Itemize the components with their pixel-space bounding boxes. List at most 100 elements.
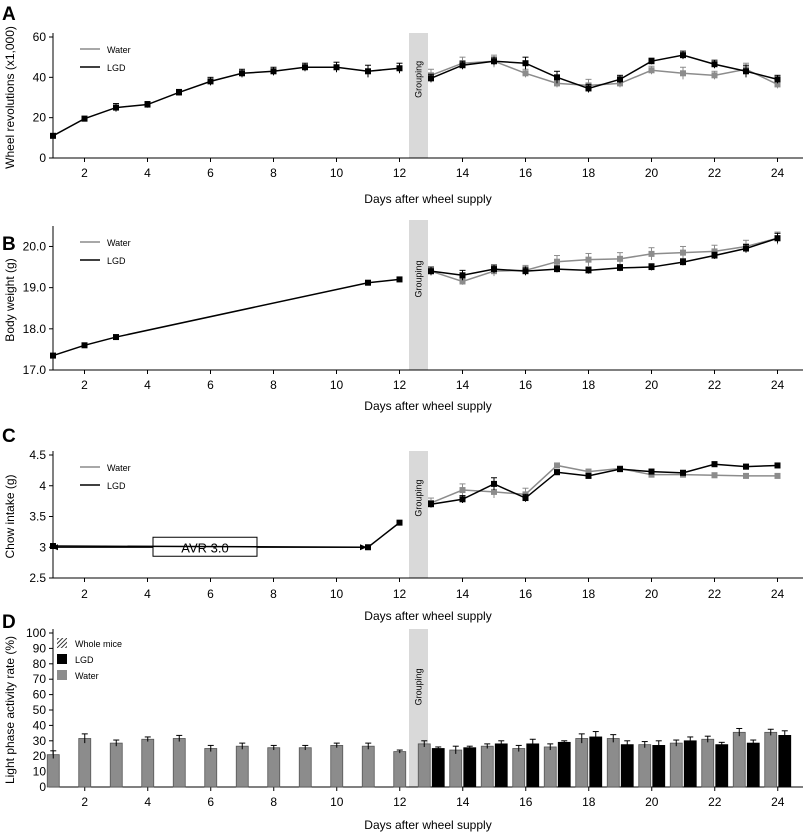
x-tick-label: 4 [144,795,151,809]
data-point-water [491,488,497,495]
y-tick-label: 60 [33,30,47,44]
bar-lgd [778,735,792,788]
data-point-lgd [554,469,560,476]
x-tick-label: 4 [144,587,151,601]
bar-pre [78,738,92,788]
data-point-pre [333,64,340,71]
data-point-lgd [617,466,623,473]
data-point-pre [144,101,151,108]
x-tick-label: 8 [270,795,277,809]
data-point-water [743,472,749,479]
bar-lgd [557,741,571,788]
bar-pre [330,745,344,788]
x-tick-label: 18 [582,378,596,392]
y-tick-label: 40 [33,718,47,732]
data-point-lgd [774,76,781,83]
y-tick-label: 3.5 [29,510,46,524]
x-tick-label: 10 [330,378,344,392]
y-tick-label: 90 [33,641,47,655]
x-axis-title: Days after wheel supply [364,818,491,832]
data-point-water [648,250,655,257]
y-axis-title: Chow intake (g) [3,474,17,558]
data-point-lgd [774,462,781,469]
x-tick-label: 16 [519,378,533,392]
grouping-label: Grouping [414,61,424,98]
legend-swatch-lgd [57,654,67,664]
data-point-water [680,70,686,77]
data-point-lgd [522,268,529,275]
x-tick-label: 12 [393,587,407,601]
y-tick-label: 4.5 [29,448,46,462]
data-point-lgd [648,58,655,65]
data-point-lgd [459,496,466,503]
data-point-lgd [585,472,592,479]
x-tick-label: 2 [81,166,88,180]
x-tick-label: 20 [645,166,659,180]
x-tick-label: 20 [645,795,659,809]
legend-label-lgd: LGD [75,655,94,665]
data-point-lgd [491,58,497,65]
data-point-lgd [459,272,466,279]
x-tick-label: 10 [330,166,344,180]
data-point-lgd [711,61,718,68]
data-point-water [585,256,592,263]
x-tick-label: 22 [708,795,722,809]
series-line-water [430,60,778,87]
data-point-pre [396,65,403,72]
data-point-pre [365,279,371,286]
legend-label-lgd: LGD [107,63,126,73]
bar-pre [235,745,249,788]
bar-pre [109,742,123,788]
data-point-pre [270,68,277,75]
data-point-lgd [428,268,434,275]
y-tick-label: 4 [39,479,46,493]
x-tick-label: 22 [708,587,722,601]
grouping-label: Grouping [414,480,424,517]
bar-water [480,745,494,788]
legend-swatch-whole-mice [57,638,67,648]
data-point-lgd [774,235,781,242]
grouping-band [409,220,428,370]
data-point-lgd [428,501,434,508]
panel-letter: B [2,234,16,255]
bar-water [669,742,683,788]
bar-water [701,738,715,788]
x-tick-label: 8 [270,378,277,392]
x-tick-label: 16 [519,587,533,601]
data-point-lgd [680,52,686,59]
data-point-lgd [743,68,749,75]
grouping-band [409,33,428,158]
data-point-water [554,462,560,469]
y-tick-label: 0 [39,780,46,794]
x-tick-label: 10 [330,587,344,601]
legend-label-water: Water [107,45,131,55]
y-tick-label: 60 [33,688,47,702]
x-tick-label: 14 [456,587,470,601]
x-tick-label: 22 [708,378,722,392]
data-point-pre [113,104,119,111]
avr-label: AVR 3.0 [181,540,228,555]
data-point-lgd [522,495,529,502]
data-point-water [522,70,529,77]
y-tick-label: 80 [33,657,47,671]
bar-lgd [746,742,760,788]
data-point-lgd [491,266,497,273]
x-tick-label: 18 [582,795,596,809]
bar-pre [393,751,407,788]
x-tick-label: 14 [456,378,470,392]
x-tick-label: 6 [207,587,214,601]
grouping-label: Grouping [414,260,424,297]
data-point-lgd [680,259,686,266]
series-line-water [430,237,778,283]
data-point-lgd [711,252,718,259]
bar-lgd [620,744,634,788]
y-tick-label: 50 [33,703,47,717]
y-tick-label: 70 [33,672,47,686]
x-tick-label: 24 [771,378,785,392]
x-axis-title: Days after wheel supply [364,192,491,206]
x-tick-label: 10 [330,795,344,809]
data-point-lgd [585,267,592,274]
